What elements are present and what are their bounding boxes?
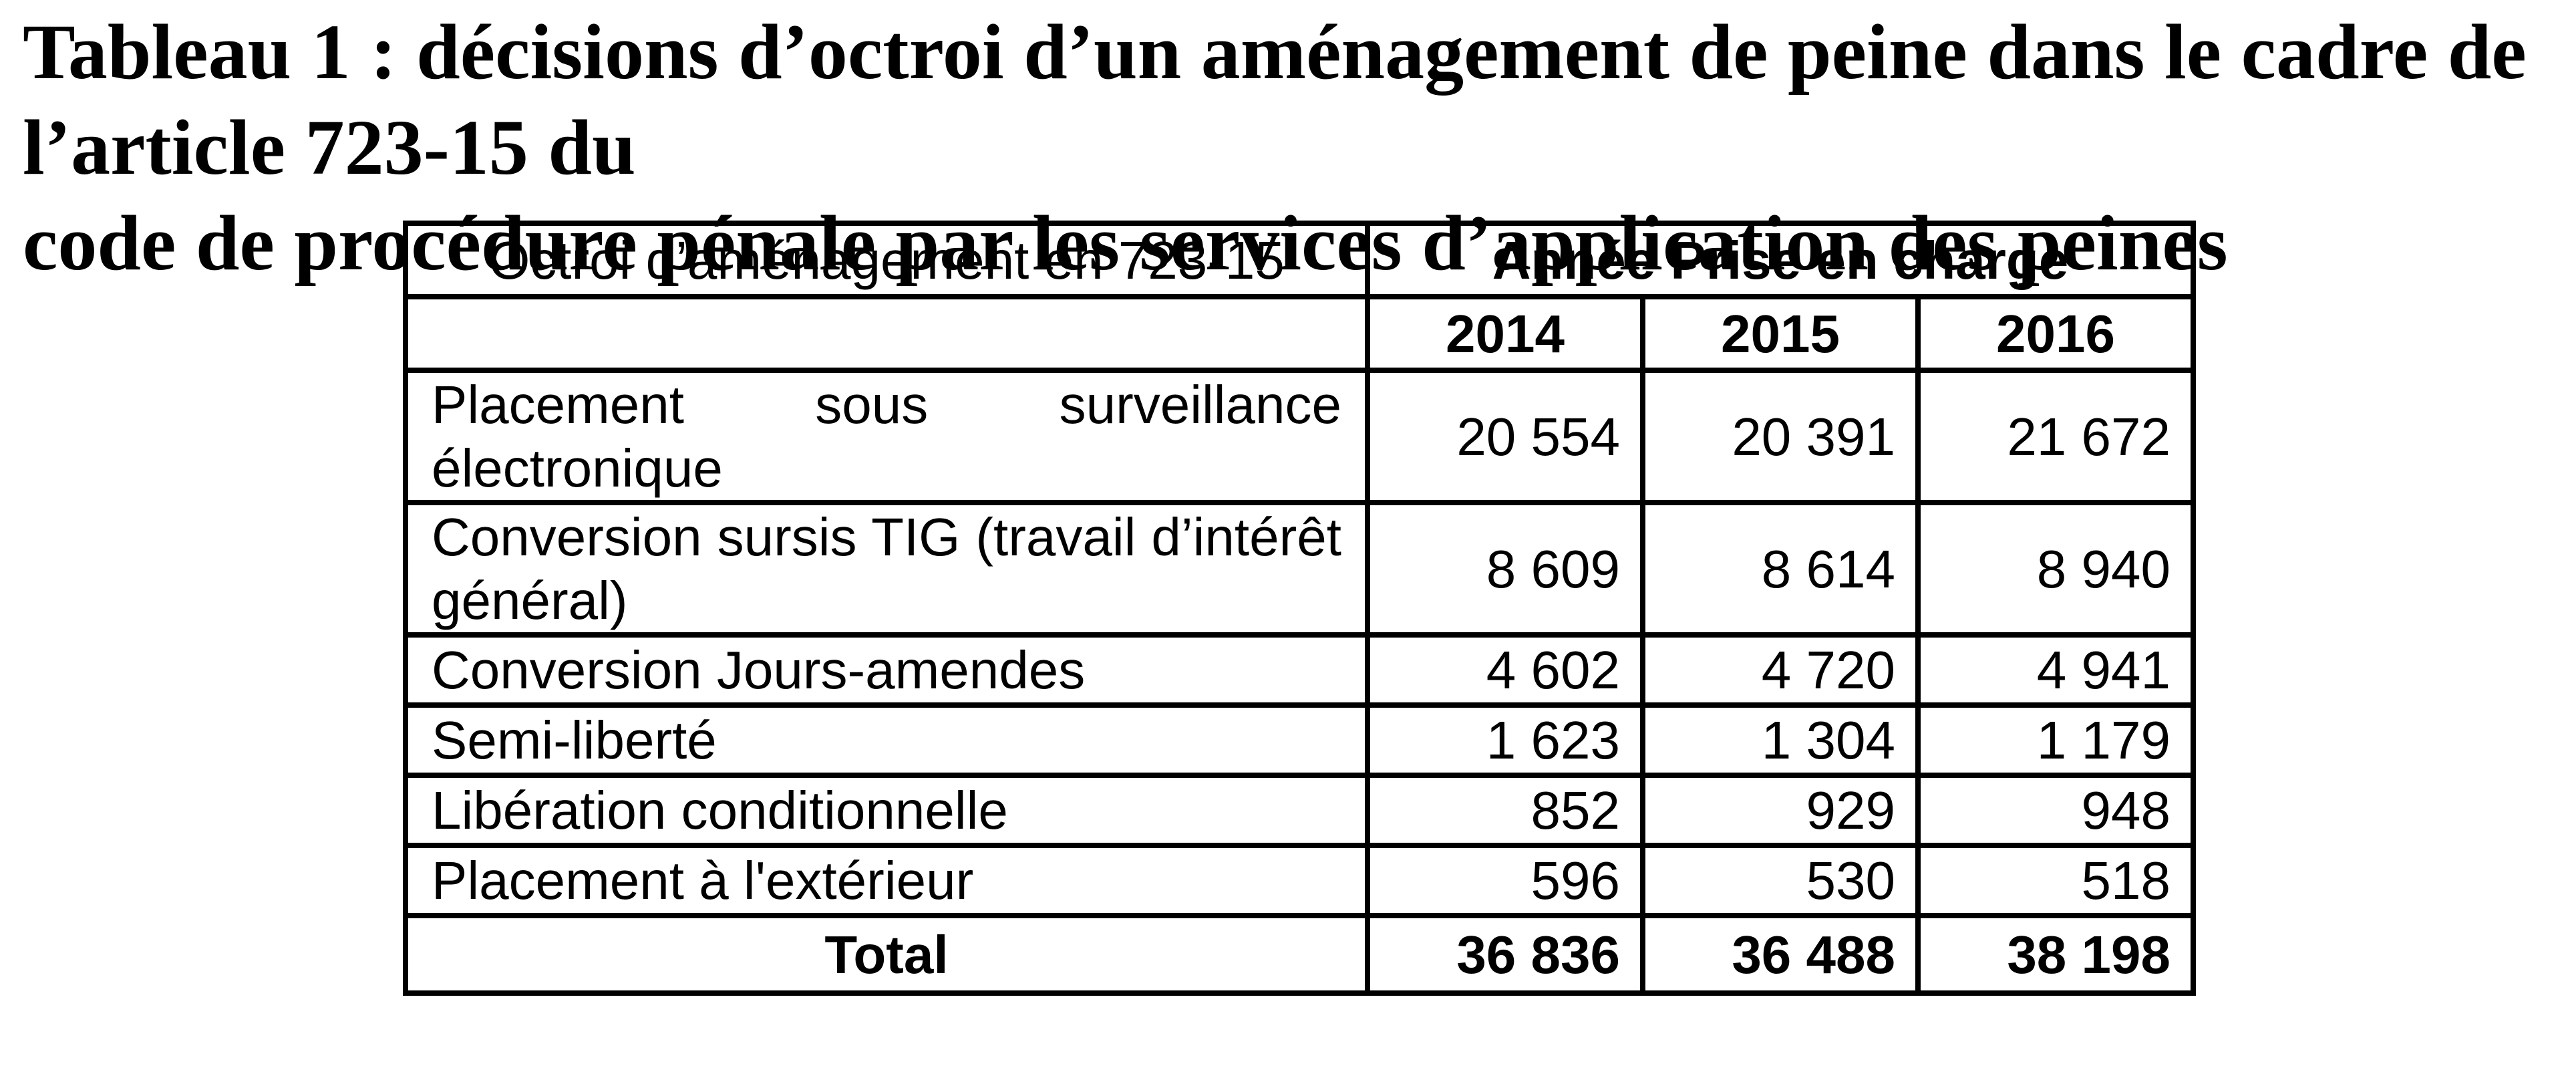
row-value-2014: 1 623 — [1365, 702, 1645, 778]
row-value-2016: 518 — [1915, 843, 2196, 918]
row-label: Conversion sursis TIG (travail d’intérêt… — [403, 500, 1370, 638]
row-value-2014: 4 602 — [1365, 632, 1645, 708]
year-group-header-cell: Année Prise en charge — [1365, 221, 2196, 299]
year-header-2014: 2014 — [1365, 294, 1645, 373]
row-value-2015: 929 — [1640, 773, 1921, 848]
row-value-2014: 20 554 — [1365, 368, 1645, 505]
row-label: Placement à l'extérieur — [403, 843, 1370, 918]
header-row-group: Octroi d’aménagement en 723-15 Année Pri… — [403, 221, 2196, 299]
row-value-2014: 8 609 — [1365, 500, 1645, 638]
row-value-2016: 948 — [1915, 773, 2196, 848]
row-value-2016: 1 179 — [1915, 702, 2196, 778]
empty-header-cell — [403, 294, 1370, 373]
row-label: Libération conditionnelle — [403, 773, 1370, 848]
header-row-years: 2014 2015 2016 — [403, 294, 2196, 373]
table-row: Libération conditionnelle 852 929 948 — [403, 773, 2196, 848]
page-title-line1: Tableau 1 : décisions d’octroi d’un amén… — [23, 8, 2527, 191]
row-value-2014: 596 — [1365, 843, 1645, 918]
total-label: Total — [403, 913, 1370, 996]
year-header-2015: 2015 — [1640, 294, 1921, 373]
table-row: Placement sous surveillance électronique… — [403, 368, 2196, 505]
table-row: Conversion sursis TIG (travail d’intérêt… — [403, 500, 2196, 638]
table-row: Semi-liberté 1 623 1 304 1 179 — [403, 702, 2196, 778]
row-value-2015: 4 720 — [1640, 632, 1921, 708]
data-table: Octroi d’aménagement en 723-15 Année Pri… — [403, 221, 2196, 996]
row-value-2016: 8 940 — [1915, 500, 2196, 638]
row-label: Semi-liberté — [403, 702, 1370, 778]
table-row: Placement à l'extérieur 596 530 518 — [403, 843, 2196, 918]
row-label: Conversion Jours-amendes — [403, 632, 1370, 708]
total-value-2015: 36 488 — [1640, 913, 1921, 996]
row-value-2016: 21 672 — [1915, 368, 2196, 505]
table-row: Conversion Jours-amendes 4 602 4 720 4 9… — [403, 632, 2196, 708]
row-value-2015: 530 — [1640, 843, 1921, 918]
row-value-2016: 4 941 — [1915, 632, 2196, 708]
year-header-2016: 2016 — [1915, 294, 2196, 373]
total-value-2016: 38 198 — [1915, 913, 2196, 996]
row-value-2015: 8 614 — [1640, 500, 1921, 638]
corner-header-cell: Octroi d’aménagement en 723-15 — [403, 221, 1370, 299]
total-row: Total 36 836 36 488 38 198 — [403, 913, 2196, 996]
row-value-2015: 1 304 — [1640, 702, 1921, 778]
total-value-2014: 36 836 — [1365, 913, 1645, 996]
row-value-2014: 852 — [1365, 773, 1645, 848]
row-label: Placement sous surveillance électronique — [403, 368, 1370, 505]
row-value-2015: 20 391 — [1640, 368, 1921, 505]
